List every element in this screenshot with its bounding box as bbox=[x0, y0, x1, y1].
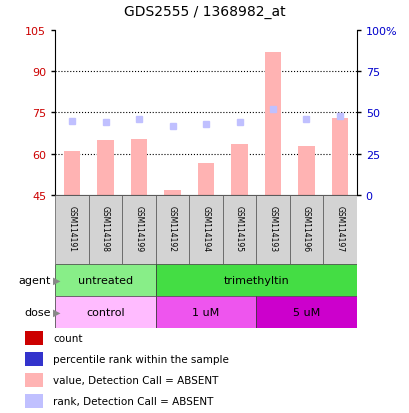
Bar bbox=[25, 394, 43, 408]
Bar bbox=[197, 164, 214, 196]
Bar bbox=[155, 196, 189, 264]
Bar bbox=[63, 152, 80, 196]
Text: GSM114194: GSM114194 bbox=[201, 205, 210, 252]
Text: agent: agent bbox=[19, 275, 51, 285]
Bar bbox=[331, 119, 348, 196]
Bar bbox=[25, 331, 43, 345]
Text: ▶: ▶ bbox=[53, 275, 61, 285]
Text: GSM114198: GSM114198 bbox=[101, 206, 110, 252]
Text: GDS2555 / 1368982_at: GDS2555 / 1368982_at bbox=[124, 5, 285, 19]
Bar bbox=[55, 196, 89, 264]
Bar bbox=[155, 264, 356, 296]
Bar bbox=[155, 296, 256, 328]
Bar bbox=[256, 196, 289, 264]
Bar bbox=[189, 196, 222, 264]
Bar bbox=[97, 141, 114, 196]
Bar bbox=[89, 196, 122, 264]
Text: count: count bbox=[53, 333, 83, 343]
Text: control: control bbox=[86, 307, 125, 317]
Bar bbox=[25, 373, 43, 387]
Text: dose: dose bbox=[25, 307, 51, 317]
Text: percentile rank within the sample: percentile rank within the sample bbox=[53, 354, 229, 364]
Text: GSM114196: GSM114196 bbox=[301, 205, 310, 252]
Bar bbox=[130, 139, 147, 196]
Text: ▶: ▶ bbox=[53, 307, 61, 317]
Bar bbox=[222, 196, 256, 264]
Bar bbox=[289, 196, 322, 264]
Text: GSM114191: GSM114191 bbox=[67, 206, 76, 252]
Text: GSM114192: GSM114192 bbox=[168, 206, 177, 252]
Bar bbox=[55, 264, 155, 296]
Bar bbox=[164, 190, 180, 196]
Text: 1 uM: 1 uM bbox=[192, 307, 219, 317]
Text: trimethyltin: trimethyltin bbox=[223, 275, 288, 285]
Text: rank, Detection Call = ABSENT: rank, Detection Call = ABSENT bbox=[53, 396, 213, 406]
Bar bbox=[231, 145, 247, 196]
Text: 5 uM: 5 uM bbox=[292, 307, 319, 317]
Bar bbox=[122, 196, 155, 264]
Text: GSM114197: GSM114197 bbox=[335, 205, 344, 252]
Bar bbox=[25, 352, 43, 366]
Text: GSM114193: GSM114193 bbox=[268, 205, 277, 252]
Bar bbox=[322, 196, 356, 264]
Bar bbox=[55, 296, 155, 328]
Bar bbox=[297, 146, 314, 196]
Text: value, Detection Call = ABSENT: value, Detection Call = ABSENT bbox=[53, 375, 218, 385]
Text: GSM114199: GSM114199 bbox=[134, 205, 143, 252]
Bar bbox=[256, 296, 356, 328]
Bar bbox=[264, 52, 281, 196]
Text: GSM114195: GSM114195 bbox=[234, 205, 243, 252]
Text: untreated: untreated bbox=[78, 275, 133, 285]
